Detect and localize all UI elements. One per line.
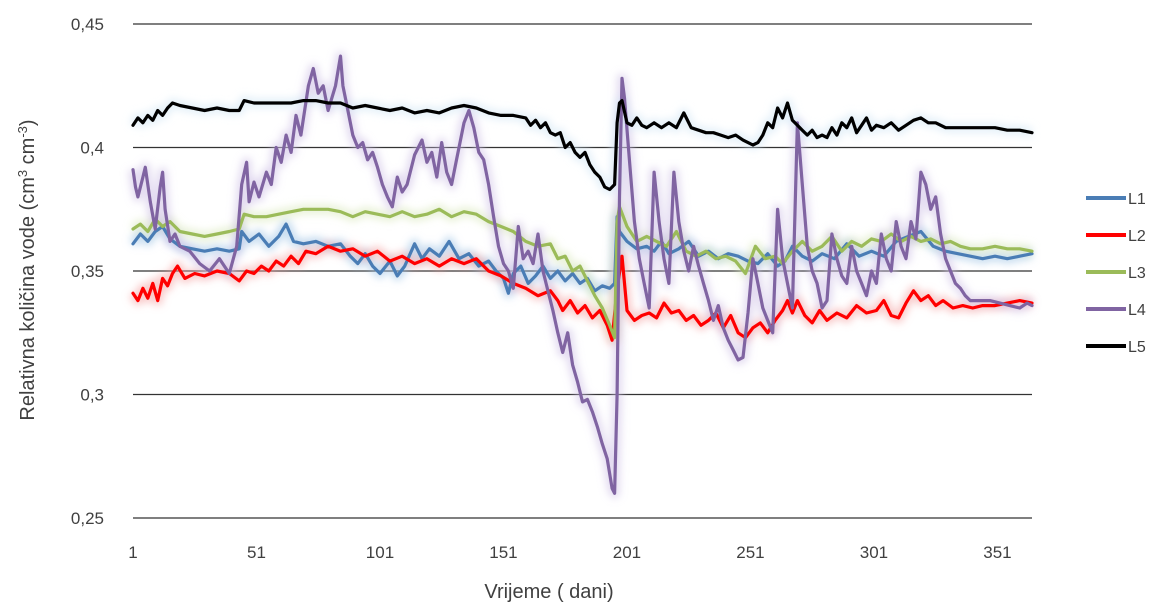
legend: L1 L2 L3 L4 L5 [1086, 191, 1146, 356]
x-tick-label: 51 [247, 543, 266, 562]
series-line-l2 [131, 244, 1034, 342]
x-tick-label: 1 [128, 543, 137, 562]
y-axis-title-sup2: -3 [15, 126, 30, 138]
y-axis-title-prefix: Relativna količina vode (cm [17, 177, 39, 420]
x-tick-label: 101 [366, 543, 394, 562]
y-axis-title-sup1: 3 [15, 170, 30, 177]
series-glow-layer [128, 51, 1035, 499]
x-tick-label: 151 [489, 543, 517, 562]
y-axis-title-mid: cm [17, 138, 39, 170]
y-tick-label: 0,3 [80, 386, 104, 405]
legend-label-l1: L1 [1128, 191, 1146, 208]
series-line-l4 [131, 54, 1034, 495]
series-line-l3 [131, 205, 1034, 340]
y-axis-title: Relativna količina vode (cm3 cm-3) [15, 119, 39, 420]
legend-label-l2: L2 [1128, 228, 1146, 245]
legend-label-l5: L5 [1128, 339, 1146, 356]
x-tick-label: 351 [983, 543, 1011, 562]
x-axis-ticks: 1 51 101 151 201 251 301 351 [128, 543, 1011, 562]
y-axis-ticks: 0,25 0,3 0,35 0,4 0,45 [71, 15, 104, 528]
y-tick-label: 0,45 [71, 15, 104, 34]
x-axis-title: Vrijeme ( dani) [484, 581, 613, 603]
y-tick-label: 0,35 [71, 262, 104, 281]
x-tick-label: 301 [860, 543, 888, 562]
series-line-l5 [131, 99, 1034, 192]
x-tick-label: 201 [613, 543, 641, 562]
series-layer [131, 54, 1034, 495]
legend-label-l3: L3 [1128, 265, 1146, 282]
y-axis-title-suffix: ) [17, 119, 39, 126]
x-tick-label: 251 [736, 543, 764, 562]
y-tick-label: 0,4 [80, 139, 104, 158]
legend-label-l4: L4 [1128, 302, 1146, 319]
y-tick-label: 0,25 [71, 509, 104, 528]
